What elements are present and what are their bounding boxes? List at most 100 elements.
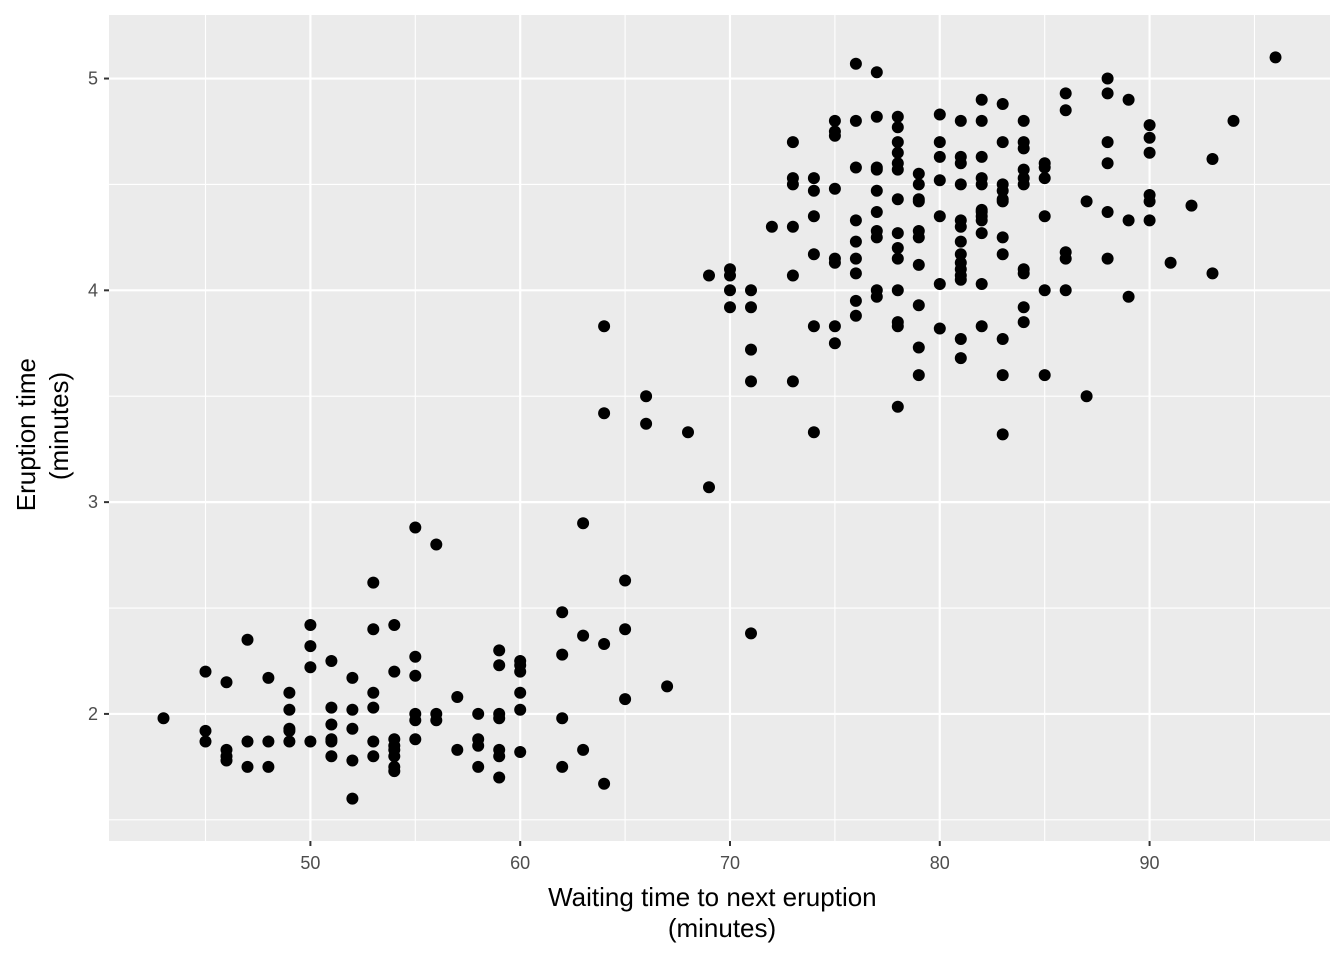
data-point: [975, 150, 988, 163]
data-point: [933, 278, 946, 290]
data-point: [745, 343, 757, 356]
data-point: [409, 650, 422, 663]
x-tick-label: 90: [1140, 853, 1160, 873]
data-point: [325, 735, 338, 748]
y-axis-title-line-1: Eruption time: [11, 358, 41, 511]
data-point: [241, 735, 254, 748]
data-point: [1269, 51, 1282, 64]
data-point: [891, 136, 904, 149]
data-point: [367, 686, 380, 699]
data-point: [933, 136, 946, 149]
data-point: [1143, 119, 1156, 132]
data-point: [954, 333, 967, 345]
data-point: [577, 629, 590, 642]
data-point: [912, 258, 925, 271]
data-point: [1122, 214, 1135, 227]
data-point: [283, 724, 296, 737]
data-point: [346, 703, 359, 716]
data-point: [828, 256, 841, 269]
data-point: [849, 252, 862, 265]
data-point: [703, 269, 715, 282]
data-point: [912, 178, 925, 191]
data-point: [870, 290, 883, 303]
data-point: [598, 638, 611, 650]
data-point: [1164, 256, 1177, 269]
data-point: [828, 337, 841, 350]
data-points: [157, 51, 1282, 805]
data-point: [786, 220, 799, 233]
y-axis: 2 3 4 5: [88, 69, 109, 724]
data-point: [493, 750, 506, 763]
data-point: [912, 231, 925, 244]
data-point: [493, 712, 506, 725]
data-point: [1038, 172, 1051, 185]
data-point: [1122, 93, 1135, 106]
data-point: [1038, 161, 1051, 174]
data-point: [1143, 146, 1156, 159]
data-point: [409, 521, 422, 534]
data-point: [493, 644, 506, 657]
data-point: [367, 750, 380, 763]
data-point: [367, 701, 380, 714]
data-point: [346, 722, 359, 735]
data-point: [1206, 267, 1219, 280]
data-point: [828, 114, 841, 127]
data-point: [765, 220, 778, 233]
data-point: [157, 712, 170, 725]
data-point: [849, 214, 862, 227]
data-point: [954, 235, 967, 248]
data-point: [1143, 195, 1156, 208]
data-point: [1122, 290, 1135, 303]
data-point: [346, 671, 359, 684]
data-point: [472, 707, 485, 720]
data-point: [1059, 87, 1072, 100]
data-point: [283, 703, 296, 716]
data-point: [1059, 284, 1072, 297]
data-point: [996, 248, 1009, 261]
y-tick-label: 4: [88, 280, 98, 300]
data-point: [745, 627, 757, 640]
data-point: [682, 426, 694, 439]
data-point: [870, 110, 883, 123]
data-point: [304, 735, 317, 748]
data-point: [849, 114, 862, 127]
data-point: [933, 174, 946, 187]
data-point: [996, 136, 1009, 149]
data-point: [870, 206, 883, 218]
data-point: [954, 273, 967, 286]
data-point: [724, 269, 736, 282]
data-point: [1101, 136, 1114, 149]
data-point: [745, 284, 757, 297]
y-axis-title: Eruption time (minutes): [11, 351, 74, 511]
data-point: [472, 739, 485, 752]
data-point: [388, 619, 401, 631]
data-point: [724, 301, 736, 314]
data-point: [1101, 87, 1114, 100]
data-point: [912, 299, 925, 312]
data-point: [954, 352, 967, 365]
data-point: [598, 320, 611, 333]
data-point: [661, 680, 674, 693]
data-point: [409, 714, 422, 727]
data-point: [891, 193, 904, 206]
data-point: [1017, 301, 1030, 314]
data-point: [388, 750, 401, 763]
data-point: [996, 184, 1009, 197]
data-point: [451, 743, 464, 756]
data-point: [703, 481, 715, 494]
data-point: [807, 210, 820, 223]
data-point: [870, 184, 883, 197]
panel-background: [109, 15, 1330, 841]
data-point: [325, 655, 338, 667]
data-point: [1017, 267, 1030, 280]
data-point: [870, 66, 883, 79]
x-axis-title: Waiting time to next eruption (minutes): [548, 882, 884, 943]
data-point: [745, 301, 757, 314]
data-point: [325, 701, 338, 714]
data-point: [849, 309, 862, 322]
data-point: [912, 195, 925, 208]
data-point: [1143, 131, 1156, 144]
data-point: [891, 284, 904, 297]
data-point: [891, 227, 904, 240]
